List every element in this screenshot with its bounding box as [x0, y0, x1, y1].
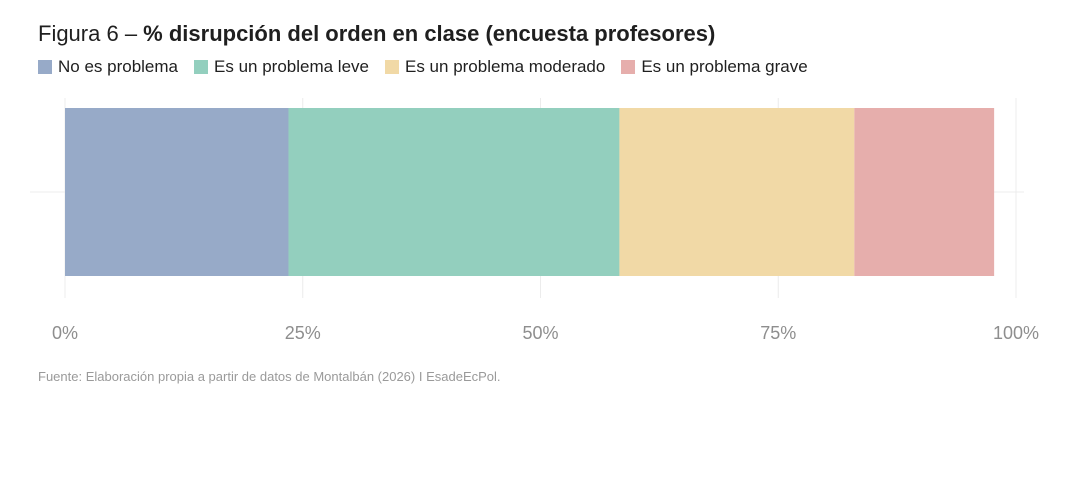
bar-segment: [65, 108, 289, 276]
bar-segment: [288, 108, 620, 276]
legend-item: Es un problema moderado: [385, 57, 605, 77]
chart-legend: No es problema Es un problema leve Es un p…: [38, 56, 824, 78]
legend-item: Es un problema grave: [621, 57, 808, 77]
legend-item: Es un problema leve: [194, 57, 369, 77]
legend-swatch: [38, 60, 52, 74]
x-axis-tick-labels: 0% 25% 50% 75% 100%: [52, 323, 1039, 343]
legend-swatch: [385, 60, 399, 74]
legend-label: Es un problema leve: [214, 57, 369, 76]
x-tick-label: 100%: [993, 323, 1039, 343]
legend-item: No es problema: [38, 57, 178, 77]
legend-label: No es problema: [58, 57, 179, 76]
source-note: Fuente: Elaboración propia a partir de d…: [38, 369, 501, 384]
chart-title: Figura 6 – % disrupción del orden en cla…: [38, 20, 715, 48]
x-tick-label: 50%: [522, 323, 558, 343]
chart-title-main: % disrupción del orden en clase (encuest…: [143, 21, 716, 46]
legend-label: Es un problema grave: [641, 57, 808, 76]
bar-segment: [854, 108, 995, 276]
x-tick-label: 0%: [52, 323, 78, 343]
x-tick-label: 25%: [285, 323, 321, 343]
bar-segment: [619, 108, 855, 276]
stacked-bar-chart: 0% 25% 50% 75% 100%: [30, 98, 1039, 343]
chart-title-prefix: Figura 6 –: [38, 21, 144, 46]
legend-label: Es un problema moderado: [405, 57, 606, 76]
legend-swatch: [194, 60, 209, 74]
legend-swatch: [621, 60, 636, 74]
bar-segments: [65, 108, 995, 276]
x-tick-label: 75%: [760, 323, 796, 343]
